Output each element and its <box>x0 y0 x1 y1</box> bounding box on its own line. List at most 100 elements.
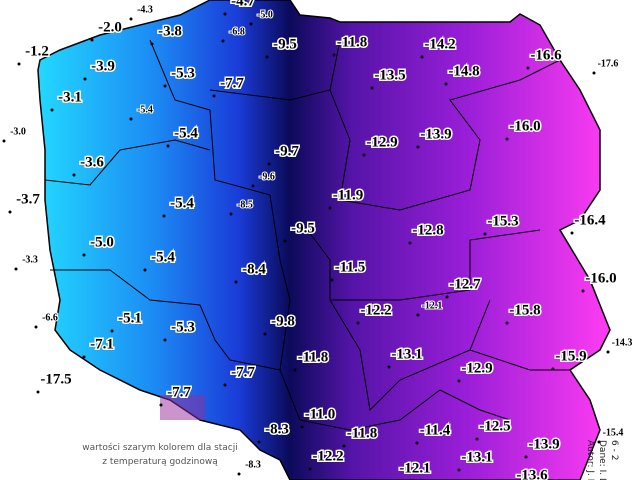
station-temp: -14.2 <box>424 36 455 52</box>
station-temp: -13.1 <box>391 346 422 362</box>
station-dot <box>597 440 601 444</box>
station-temp: -11.0 <box>305 406 335 422</box>
station-dot <box>223 12 227 16</box>
station-temp: -13.6 <box>516 467 548 480</box>
station-dot <box>34 325 38 329</box>
station-dot <box>229 212 233 216</box>
station-temp: -9.7 <box>275 143 299 159</box>
note-line: z temperaturą godzinową <box>102 457 218 467</box>
station-temp: -12.9 <box>366 134 397 150</box>
station-dot <box>416 145 420 149</box>
station-dot <box>166 144 170 148</box>
station-temp: -14.8 <box>448 63 479 79</box>
station-temp: -3.1 <box>58 89 82 105</box>
station-temp: -12.1 <box>399 460 430 476</box>
station-dot <box>457 468 461 472</box>
station-temp-hourly: -9.6 <box>259 171 275 182</box>
station-temp: -12.8 <box>412 222 443 238</box>
station-dot <box>163 338 167 342</box>
station-temp: -16.4 <box>574 212 606 228</box>
station-dot <box>163 84 167 88</box>
station-dot <box>570 231 574 235</box>
station-temp: -11.5 <box>335 259 365 275</box>
station-temp: -5.3 <box>171 319 195 335</box>
station-temp: -15.8 <box>509 302 540 318</box>
station-temp: -11.4 <box>420 422 451 438</box>
station-temp: -3.7 <box>16 191 40 207</box>
station-temp-hourly: -5.0 <box>257 9 273 20</box>
credit: 6 - 2 <box>609 440 619 460</box>
station-temp-hourly: -12.1 <box>422 300 443 311</box>
station-dot <box>408 241 412 245</box>
station-temp: -13.5 <box>374 67 405 83</box>
station-temp: -9.5 <box>273 36 297 52</box>
station-dot <box>234 280 238 284</box>
station-temp: -16.0 <box>509 118 540 134</box>
station-temp: -7.7 <box>220 75 244 91</box>
station-dot <box>249 22 253 26</box>
station-temp: -9.5 <box>291 220 315 236</box>
station-temp: -7.1 <box>90 336 114 352</box>
station-dot <box>237 472 241 476</box>
station-dot <box>257 440 261 444</box>
station-dot <box>370 86 374 90</box>
station-dot <box>143 268 147 272</box>
station-dot <box>36 390 40 394</box>
credit: Autor: J. L <box>585 440 595 480</box>
station-dot <box>159 403 163 407</box>
station-dot <box>524 455 528 459</box>
station-dot <box>283 239 287 243</box>
station-dot <box>505 321 509 325</box>
station-temp: -15.3 <box>487 213 518 229</box>
station-temp: -9.8 <box>271 313 295 329</box>
station-temp: -5.4 <box>151 249 175 265</box>
station-temp: -7.7 <box>167 384 191 400</box>
station-dot <box>415 441 419 445</box>
station-dot <box>263 332 267 336</box>
station-dot <box>212 94 216 98</box>
station-temp: -3.6 <box>80 154 104 170</box>
station-dot <box>457 379 461 383</box>
station-temp: -12.2 <box>312 448 343 464</box>
station-temp: -5.4 <box>174 125 198 141</box>
station-dot <box>8 210 12 214</box>
station-dot <box>300 425 304 429</box>
station-temp: -12.5 <box>479 418 510 434</box>
station-dot <box>221 39 225 43</box>
station-dot <box>129 17 133 21</box>
station-temp: -15.9 <box>555 348 586 364</box>
station-temp: -13.9 <box>420 126 451 142</box>
region-borders <box>44 39 570 431</box>
station-dot <box>328 206 332 210</box>
station-dot <box>110 329 114 333</box>
station-dot <box>475 437 479 441</box>
station-dot <box>251 184 255 188</box>
station-temp-hourly: -17.6 <box>598 58 619 69</box>
station-temp: -17.5 <box>40 371 71 387</box>
station-dot <box>332 53 336 57</box>
station-dot <box>267 162 271 166</box>
station-dot <box>72 173 76 177</box>
station-dot <box>83 77 87 81</box>
station-dot <box>14 267 18 271</box>
station-dot <box>505 137 509 141</box>
station-temp-hourly: -6.6 <box>42 312 58 323</box>
station-temp: -8.3 <box>265 421 289 437</box>
station-dot <box>2 139 6 143</box>
station-dot <box>50 108 54 112</box>
station-temp-hourly: -5.4 <box>137 104 153 115</box>
station-dot <box>592 71 596 75</box>
station-temp: -8.4 <box>242 261 266 277</box>
station-temp: -3.8 <box>158 23 182 39</box>
station-temp: -11.9 <box>333 187 363 203</box>
station-dot <box>223 383 227 387</box>
station-dot <box>330 278 334 282</box>
station-temp: -11.8 <box>347 425 377 441</box>
credit: Dane: I. L <box>597 440 607 480</box>
station-temp: -5.0 <box>90 234 114 250</box>
station-temp: -13.9 <box>528 436 559 452</box>
station-dot <box>387 365 391 369</box>
station-temp: -5.4 <box>170 195 194 211</box>
station-dot <box>416 313 420 317</box>
